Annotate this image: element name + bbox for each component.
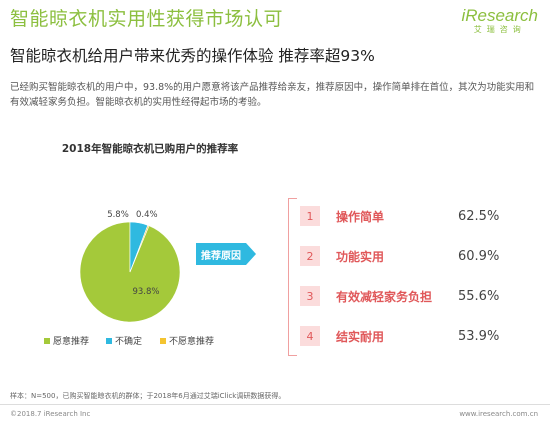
reason-row-3: 3 有效减轻家务负担 55.6%: [300, 286, 499, 306]
page-subtitle: 智能晾衣机给用户带来优秀的操作体验 推荐率超93%: [10, 47, 375, 65]
reasons-bracket: [288, 198, 297, 356]
legend-item-unwilling: 不愿意推荐: [160, 334, 214, 347]
sample-note: 样本：N=500，已购买智能晾衣机的群体；于2018年6月通过艾瑞iClick调…: [10, 392, 286, 400]
legend-swatch-unwilling: [160, 337, 166, 344]
pie-slice-2: [129, 224, 150, 273]
legend-label-unwilling: 不愿意推荐: [169, 337, 215, 347]
reason-rank: 3: [300, 286, 320, 306]
reason-value: 53.9%: [458, 328, 500, 344]
legend-swatch-willing: [44, 337, 50, 344]
legend-label-willing: 愿意推荐: [53, 337, 90, 347]
logo-subtext: 艾瑞咨询: [473, 25, 526, 34]
legend-item-unsure: 不确定: [106, 334, 142, 347]
footer-divider: [0, 404, 550, 405]
reason-heading: 推荐原因: [196, 243, 246, 265]
legend-item-willing: 愿意推荐: [44, 334, 89, 347]
reason-rank: 2: [300, 246, 320, 266]
logo-text: iResearch: [461, 6, 538, 25]
reason-label: 操作简单: [336, 209, 385, 224]
footer-copyright: ©2018.7 iResearch Inc: [10, 410, 91, 418]
pie-data-label-1: 5.8%: [107, 210, 129, 220]
reason-arrow: [246, 243, 256, 265]
reason-row-4: 4 结实耐用 53.9%: [300, 326, 499, 346]
reason-row-1: 1 操作简单 62.5%: [300, 206, 499, 226]
reason-rank: 1: [300, 206, 320, 226]
pie-data-label-0: 93.8%: [132, 287, 159, 297]
reason-label: 功能实用: [336, 249, 385, 264]
legend-label-unsure: 不确定: [115, 337, 143, 347]
pie-data-label-2: 0.4%: [136, 210, 158, 220]
iresearch-logo: iResearch 艾瑞咨询: [461, 6, 538, 35]
chart-title: 2018年智能晾衣机已购用户的推荐率: [61, 143, 239, 155]
reason-label: 有效减轻家务负担: [336, 289, 433, 304]
reason-value: 55.6%: [458, 288, 500, 304]
reason-value: 60.9%: [458, 248, 500, 264]
page-title: 智能晾衣机实用性获得市场认可: [10, 8, 284, 30]
legend-swatch-unsure: [106, 337, 112, 344]
reason-label: 结实耐用: [336, 329, 385, 344]
footer-website: www.iresearch.com.cn: [459, 410, 538, 418]
description-text: 已经购买智能晾衣机的用户中，93.8%的用户愿意将该产品推荐给亲友，推荐原因中，…: [10, 82, 535, 108]
reason-row-2: 2 功能实用 60.9%: [300, 246, 499, 266]
reason-rank: 4: [300, 326, 320, 346]
reason-value: 62.5%: [458, 208, 500, 224]
